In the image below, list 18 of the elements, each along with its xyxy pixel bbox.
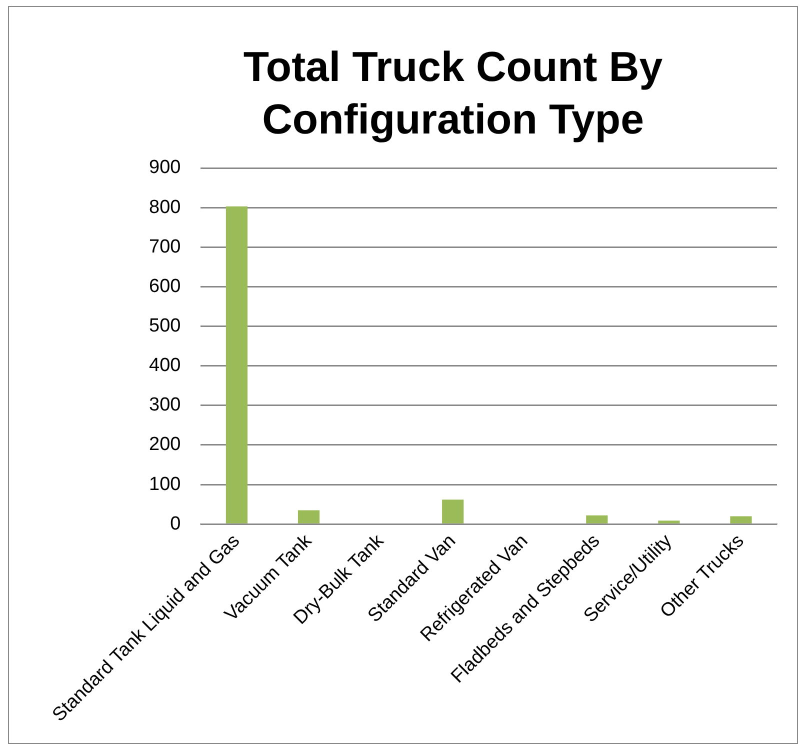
y-tick-label: 700 — [149, 236, 181, 258]
y-tick-label: 0 — [170, 513, 181, 534]
y-tick-label: 400 — [149, 355, 181, 376]
bar — [730, 516, 752, 524]
text: Configuration Type — [262, 95, 644, 142]
text: Total Truck Count By — [243, 42, 663, 90]
y-tick-label: 200 — [149, 434, 181, 456]
y-tick-label: 600 — [149, 276, 181, 297]
y-tick-label: 500 — [149, 316, 181, 337]
y-tick-label: 300 — [149, 394, 181, 416]
bar — [298, 510, 320, 524]
bar — [658, 520, 680, 524]
bar — [586, 515, 608, 524]
y-tick-label: 900 — [149, 157, 181, 178]
bar — [442, 500, 464, 524]
y-tick-label: 100 — [149, 474, 181, 495]
y-tick-label: 800 — [149, 196, 181, 218]
bar — [226, 206, 248, 524]
